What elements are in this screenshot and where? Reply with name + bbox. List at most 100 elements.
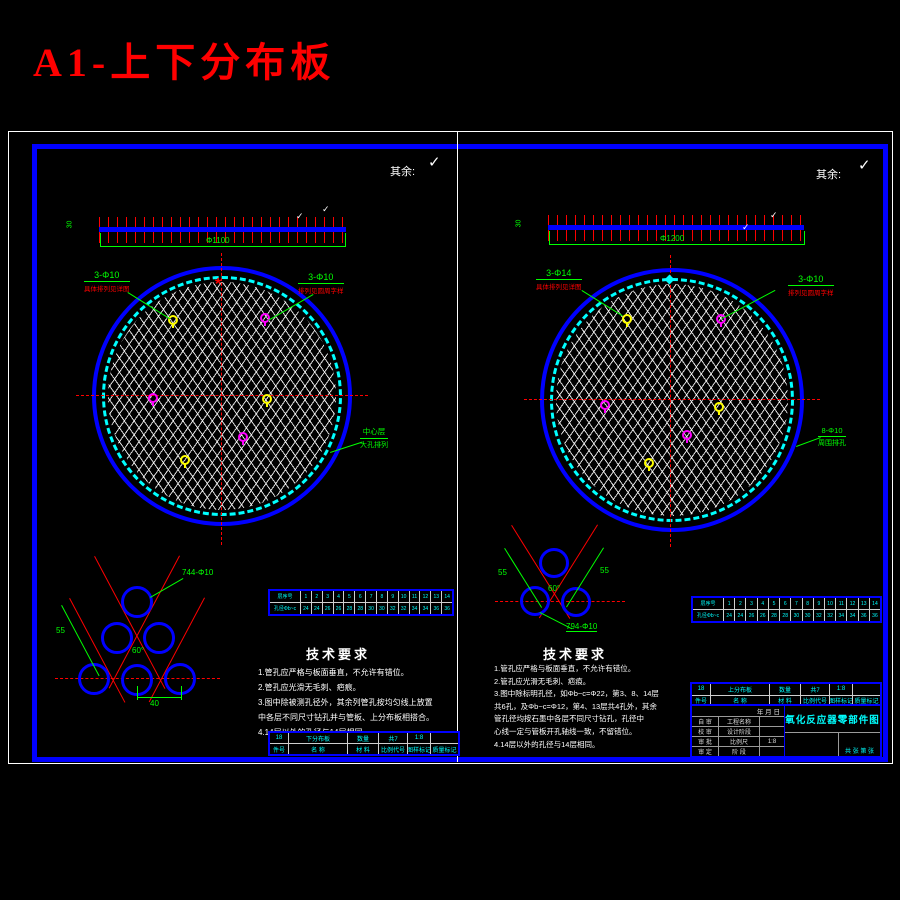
plate-outline-circle xyxy=(540,268,804,532)
roughness-icon: ✓ xyxy=(742,222,750,232)
surface-note-label: 其余: xyxy=(816,169,842,181)
vertical-centerline xyxy=(670,255,671,547)
hole-marker-magenta xyxy=(716,314,726,327)
detail-hole-count: 744-Φ10 xyxy=(182,568,214,577)
table-cell: 图样标记 xyxy=(407,744,430,754)
strip-row: 件号名 称材 料比例代号 图样标记 质量标记 xyxy=(692,694,880,706)
tech-requirement-line: 1.管孔应严格与板面垂直，不允许有错位。 xyxy=(494,664,636,673)
hole-marker-magenta xyxy=(148,393,158,406)
table-cell: 名 称 xyxy=(710,695,769,706)
table-cell xyxy=(852,684,880,695)
dim-line xyxy=(100,246,345,247)
table-cell: 18 xyxy=(697,686,705,693)
table-cell xyxy=(759,717,784,726)
table-cell: 1:8 xyxy=(407,733,430,743)
rim-holes-callout: 8-Φ10 周围排孔 xyxy=(818,426,846,448)
plate-scalloped-edge xyxy=(102,276,342,516)
hole-callout-right: 3-Φ10 排列见圆周字样 xyxy=(298,272,344,295)
outer-border xyxy=(8,131,893,764)
table-cell: 12 xyxy=(419,591,430,602)
callout-note: 排列见圆周字样 xyxy=(298,288,344,295)
table-cell: 审 批 xyxy=(698,740,712,746)
table-cell: 阶 段 xyxy=(718,747,759,756)
hole-marker-yellow xyxy=(180,455,190,468)
title-block-row: 审 批比例尺 1:8 xyxy=(692,737,784,747)
table-cell: 1:8 xyxy=(759,737,784,746)
callout-note: 大孔排列 xyxy=(360,442,388,449)
table-cell: 图样标记 xyxy=(829,695,852,706)
table-cell: 2 xyxy=(734,598,745,609)
inner-blue-frame xyxy=(32,144,888,762)
callout-dim: 中心层 xyxy=(360,426,388,439)
tech-requirement-line: 1.管孔应严格与板面垂直，不允许有错位。 xyxy=(258,668,409,677)
table-cell: 34 xyxy=(846,610,857,621)
detail-hole-circle xyxy=(520,586,550,616)
hole-layer-table: 层序号 1 2 3 4 5 6 7 8 9 10 11 12 13 14 孔径Φb~c 24 24 26 26 28 2… xyxy=(691,596,882,623)
callout-note: 具体排列见详图 xyxy=(84,286,130,293)
panel-divider xyxy=(457,132,458,762)
table-cell: 10 xyxy=(397,591,409,602)
tech-requirement-line: 中各层不同尺寸钻孔并与管板、上分布板相搭合。 xyxy=(258,713,434,722)
table-cell: 10 xyxy=(823,598,835,609)
title-block-row: 审 定阶 段 xyxy=(692,747,784,756)
thickness-dim: 30 xyxy=(515,219,523,228)
table-cell: 自 审 xyxy=(698,720,712,726)
table-cell: 5 xyxy=(343,591,354,602)
hole-marker-magenta xyxy=(260,313,270,326)
tech-requirement-line: 心线一定与管板开孔轴线一致，不留错位。 xyxy=(494,726,637,736)
title-block-empty-cell xyxy=(785,733,840,756)
table-cell: 11 xyxy=(835,598,846,609)
detail-dim-line xyxy=(137,697,181,698)
hole-layer-table: 层序号 1 2 3 4 5 6 7 8 9 10 11 12 13 14 孔径Φb~c 24 24 26 26 28 2… xyxy=(268,589,454,616)
table-cell: 26 xyxy=(332,603,344,614)
title-block-row: 校 审设计阶段 xyxy=(692,727,784,737)
table-cell: 共7 xyxy=(800,684,829,695)
table-cell: 3 xyxy=(321,591,333,602)
table-row: 层序号 1 2 3 4 5 6 7 8 9 10 11 12 13 14 xyxy=(693,598,880,609)
diameter-dim: Φ1100 xyxy=(206,236,230,245)
table-cell: 9 xyxy=(812,598,824,609)
edge-view-plate xyxy=(99,227,346,232)
tech-requirement-line: 2.管孔应光滑无毛刺、疤痕。 xyxy=(494,676,591,686)
strip-row: 18 下分布板 数量 共7 1:8 xyxy=(270,733,458,743)
callout-note: 周围排孔 xyxy=(818,440,846,447)
table-cell: 件号 xyxy=(272,747,285,754)
table-cell: 比例代号 xyxy=(800,695,829,706)
roughness-icon: ✓ xyxy=(428,154,441,171)
table-cell: 名 称 xyxy=(288,744,347,754)
thickness-dim: 30 xyxy=(66,220,74,229)
table-cell: 28 xyxy=(354,603,365,614)
table-cell: 4 xyxy=(332,591,344,602)
detail-hole-circle xyxy=(143,622,175,654)
table-cell: 36 xyxy=(430,603,441,614)
detail-hole-circle xyxy=(539,548,569,578)
table-cell: 36 xyxy=(441,603,452,614)
table-cell: 数量 xyxy=(769,684,800,695)
table-cell: 比例尺 xyxy=(718,737,759,746)
datum-star-marker: * xyxy=(215,276,222,293)
title-block: 年 月 日 自 审工程名称 校 审设计阶段 审 批比例尺 1:8 审 定阶 段 氧… xyxy=(690,704,882,758)
detail-hole-circle xyxy=(78,663,110,695)
table-cell: 5 xyxy=(767,598,779,609)
table-cell xyxy=(759,727,784,736)
callout-dim: 3-Φ10 xyxy=(298,272,344,284)
table-cell: 审 定 xyxy=(698,750,712,756)
roughness-icon: ✓ xyxy=(296,211,304,221)
table-cell xyxy=(430,733,458,743)
title-block-row: 自 审工程名称 xyxy=(692,717,784,727)
horizontal-centerline xyxy=(524,399,820,400)
callout-note: 排列见圆周字样 xyxy=(788,290,834,297)
tech-requirements-title: 技术要求 xyxy=(543,647,608,662)
table-cell: 7 xyxy=(790,598,801,609)
plate-hole-hatch xyxy=(556,284,788,516)
table-cell: 设计阶段 xyxy=(718,727,759,736)
date-row: 年 月 日 xyxy=(692,706,784,717)
strip-row: 件号名 称材 料比例代号 图样标记 质量标记 xyxy=(270,743,458,754)
table-cell: 件号 xyxy=(694,699,707,706)
table-cell: 28 xyxy=(779,610,790,621)
detail-horizontal-centerline xyxy=(495,601,625,602)
table-cell: 比例代号 xyxy=(378,744,407,754)
detail-hole-circle xyxy=(121,586,153,618)
roughness-icon: ✓ xyxy=(770,210,778,220)
table-cell: 26 xyxy=(745,610,756,621)
